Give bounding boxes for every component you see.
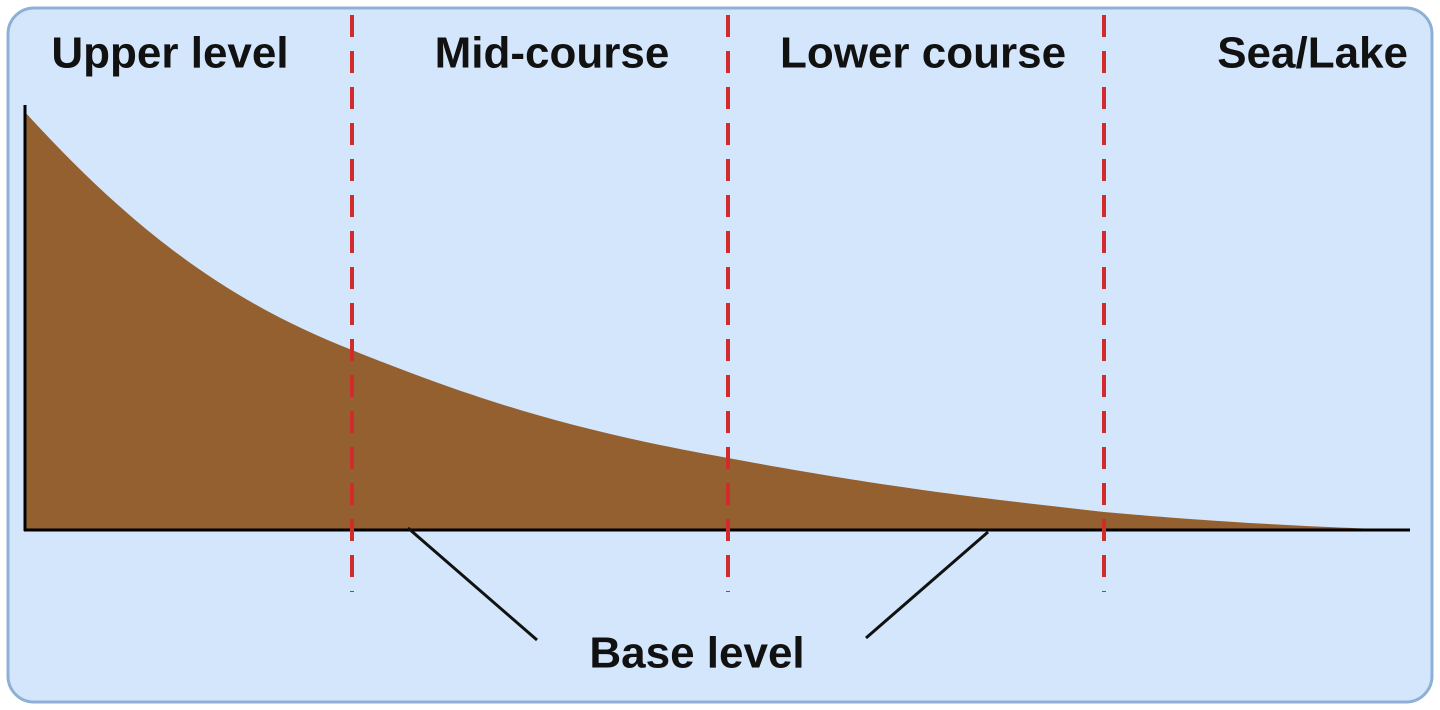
pointer-line (407, 526, 538, 642)
stage-label: Lower course (780, 29, 1066, 78)
base-level-label: Base level (589, 629, 804, 678)
stage-label: Upper level (51, 29, 288, 78)
river-profile-area (25, 112, 1410, 530)
stage-label: Sea/Lake (1217, 29, 1408, 78)
pointer-line (865, 530, 989, 640)
stage-dividers (350, 15, 1106, 592)
stage-label: Mid-course (435, 29, 670, 78)
